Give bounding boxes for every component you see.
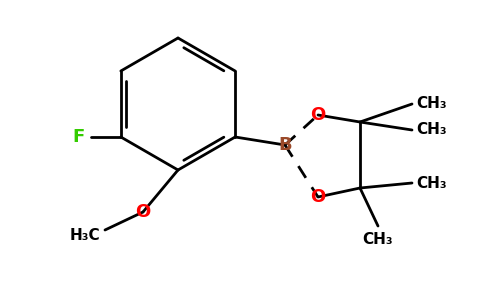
Text: O: O	[310, 106, 326, 124]
Text: O: O	[310, 188, 326, 206]
Text: CH₃: CH₃	[417, 122, 447, 137]
Text: H₃C: H₃C	[70, 227, 100, 242]
Text: CH₃: CH₃	[417, 176, 447, 190]
Text: F: F	[73, 128, 85, 146]
Text: CH₃: CH₃	[363, 232, 393, 247]
Text: O: O	[136, 203, 151, 221]
Text: CH₃: CH₃	[417, 97, 447, 112]
Text: B: B	[278, 136, 292, 154]
